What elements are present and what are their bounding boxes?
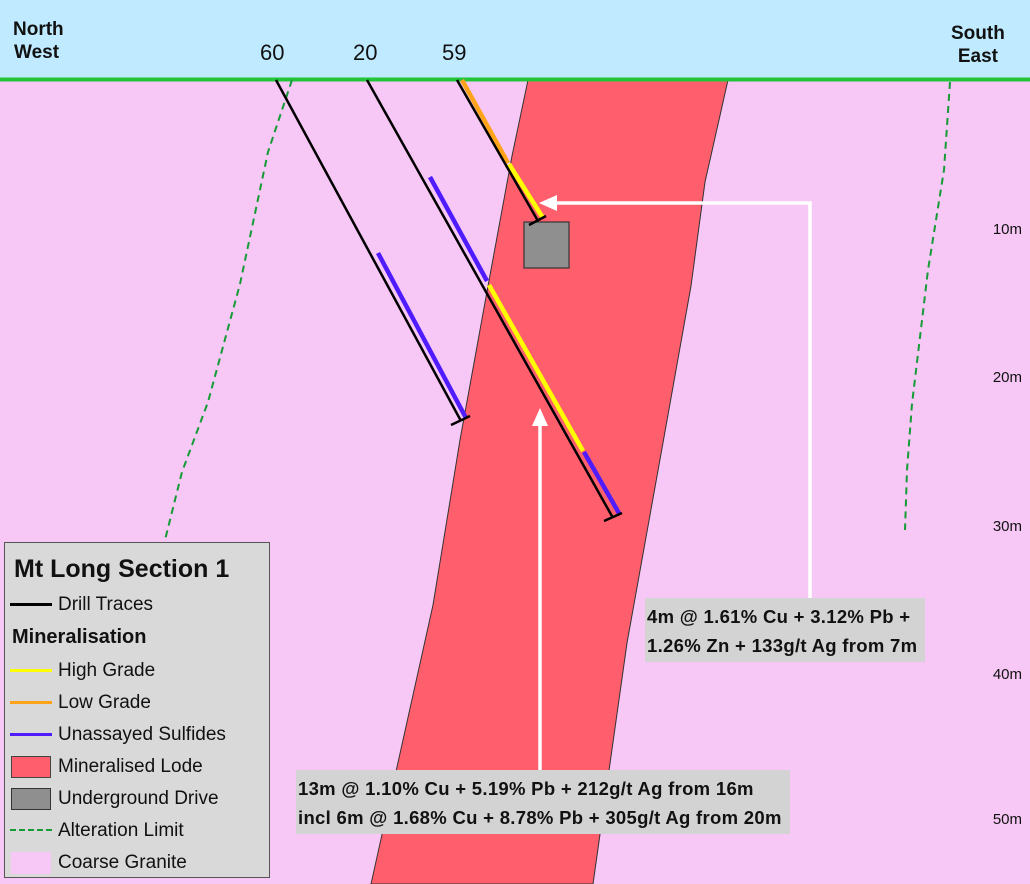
legend-item-mineralised-lode: Mineralised Lode xyxy=(10,753,203,781)
result-line: 13m @ 1.10% Cu + 5.19% Pb + 212g/t Ag fr… xyxy=(298,778,754,799)
result-line: 4m @ 1.61% Cu + 3.12% Pb + xyxy=(647,606,911,627)
depth-label: 20m xyxy=(992,369,1022,386)
drill-trace-swatch xyxy=(10,594,52,616)
mineralisation-unassayed xyxy=(428,175,489,283)
low-grade-swatch xyxy=(10,692,52,714)
callout-arrow-hole-59 xyxy=(539,195,812,600)
drill-hole-60 xyxy=(274,79,471,427)
legend: Mt Long Section 1 Drill Traces Mineralis… xyxy=(4,542,270,878)
legend-label: Mineralised Lode xyxy=(58,756,203,777)
legend-label: Unassayed Sulfides xyxy=(58,724,226,745)
underground-drive-swatch xyxy=(10,788,52,810)
mineralisation-high-grade xyxy=(507,162,545,220)
mineralisation-unassayed xyxy=(376,251,468,420)
legend-item-low-grade: Low Grade xyxy=(10,689,151,717)
drill-hole-label-60: 60 xyxy=(260,40,285,65)
alteration-limit-northwest xyxy=(159,79,293,561)
arrow-head-left-icon xyxy=(539,195,557,211)
drill-trace xyxy=(455,79,540,222)
legend-item-alteration-limit: Alteration Limit xyxy=(10,817,184,845)
drill-hole-20 xyxy=(365,79,623,523)
drill-hole-label-20: 20 xyxy=(353,40,378,65)
mineralised-lode-swatch xyxy=(10,756,52,778)
depth-label: 30m xyxy=(992,518,1022,535)
legend-item-underground-drive: Underground Drive xyxy=(10,785,219,813)
underground-drive xyxy=(523,221,570,269)
callout-arrow-hole-20 xyxy=(532,408,548,771)
mineralisation-unassayed xyxy=(582,450,622,517)
unassayed-sulfides-swatch xyxy=(10,724,52,746)
drill-trace xyxy=(274,79,463,422)
depth-label: 40m xyxy=(992,666,1022,683)
legend-label: Low Grade xyxy=(58,692,151,713)
result-line: incl 6m @ 1.68% Cu + 8.78% Pb + 305g/t A… xyxy=(298,807,782,828)
direction-label-south-east: South East xyxy=(951,22,1005,68)
legend-label: Alteration Limit xyxy=(58,820,184,841)
legend-item-drill-traces: Drill Traces xyxy=(10,591,153,619)
mineralisation-low-grade xyxy=(460,78,510,165)
legend-label: Coarse Granite xyxy=(58,852,187,873)
arrow-head-up-icon xyxy=(532,408,548,426)
legend-subtitle: Mineralisation xyxy=(12,626,147,648)
drill-trace xyxy=(365,79,615,519)
coarse-granite-swatch xyxy=(10,852,52,874)
depth-label: 50m xyxy=(992,811,1022,828)
direction-word: South xyxy=(951,23,1005,44)
alteration-limit-swatch xyxy=(10,820,52,842)
result-box-hole-20: 13m @ 1.10% Cu + 5.19% Pb + 212g/t Ag fr… xyxy=(296,770,790,834)
drill-hole-end-cap xyxy=(603,511,623,523)
legend-item-high-grade: High Grade xyxy=(10,657,155,685)
drill-hole-end-cap xyxy=(450,414,471,427)
direction-label-north-west: North West xyxy=(13,18,64,64)
result-box-hole-59: 4m @ 1.61% Cu + 3.12% Pb + 1.26% Zn + 13… xyxy=(645,598,926,662)
alteration-limit-southeast xyxy=(904,81,951,531)
legend-item-unassayed-sulfides: Unassayed Sulfides xyxy=(10,721,226,749)
legend-label: High Grade xyxy=(58,660,156,681)
legend-label: Drill Traces xyxy=(58,594,154,615)
high-grade-swatch xyxy=(10,660,52,682)
mineralisation-high-grade xyxy=(487,283,585,453)
direction-word: East xyxy=(957,46,998,67)
direction-word: North xyxy=(13,19,64,40)
legend-item-coarse-granite: Coarse Granite xyxy=(10,849,187,877)
legend-label: Underground Drive xyxy=(58,788,219,809)
drill-hole-label-59: 59 xyxy=(442,40,467,65)
drill-hole-59 xyxy=(455,78,547,227)
drill-hole-end-cap xyxy=(528,214,547,227)
sky xyxy=(0,0,1030,80)
depth-label: 10m xyxy=(992,221,1022,238)
result-line: 1.26% Zn + 133g/t Ag from 7m xyxy=(647,635,918,656)
legend-title: Mt Long Section 1 xyxy=(14,555,230,583)
direction-word: West xyxy=(14,42,60,63)
